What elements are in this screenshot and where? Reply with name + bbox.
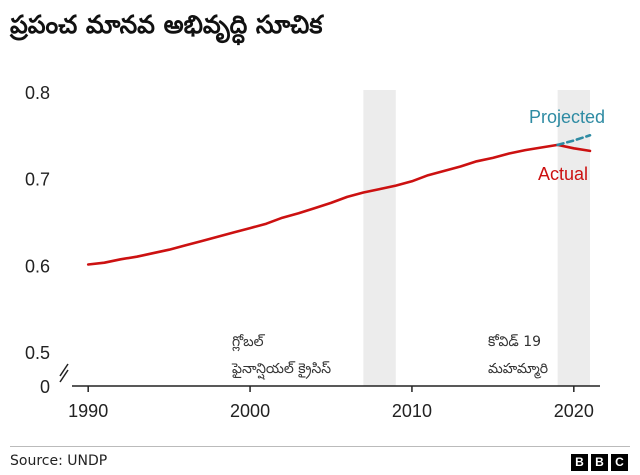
y-tick-label: 0 [40,377,50,397]
chart-area: 0.8 0.7 0.6 0.5 0 1990 2000 2010 2020 గ్లోబల్ ఫైన… [25,83,605,421]
series-lines [86,134,592,266]
axis-break-mark [59,363,69,377]
chart-title: ప్రపంచ మానవ అభివృద్ధి సూచిక [10,10,323,39]
x-tick-label: 1990 [68,401,108,421]
shaded-period-1 [363,90,396,386]
legend-label-projected: Projected [529,107,605,127]
shaded-period-label: ఫైనాన్షియల్ క్రైసిస్ [231,361,331,380]
series-line-actual [86,143,592,266]
axis-break-mark [59,369,69,383]
x-tick-label: 2010 [392,401,432,421]
x-tick-label: 2000 [230,401,270,421]
y-tick-label: 0.6 [25,256,50,276]
shaded-period-label: గ్లోబల్ [232,334,266,352]
shaded-period-2 [557,90,590,386]
series-line-projected [556,134,592,147]
shaded-periods [363,90,590,386]
y-tick-label: 0.8 [25,83,50,103]
source-note: Source: UNDP [10,453,108,469]
footer: Source: UNDP B B C [0,446,640,475]
bbc-logo-letter: B [571,454,588,471]
chart-labels: గ్లోబల్ ఫైనాన్షియల్ క్రైసిస్ కోవిడ్ 19 మహమ్… [231,107,605,380]
y-tick-label: 0.5 [25,343,50,363]
bbc-logo-letter: C [611,454,628,471]
legend-label-actual: Actual [538,164,588,184]
y-tick-label: 0.7 [25,170,50,190]
bbc-logo-letter: B [591,454,608,471]
x-tick-label: 2020 [554,401,594,421]
shaded-period-label: మహమ్మారి [488,361,548,379]
bbc-logo: B B C [571,454,628,471]
footer-divider [10,446,630,447]
axes: 0.8 0.7 0.6 0.5 0 1990 2000 2010 2020 [25,83,600,421]
shaded-period-label: కోవిడ్ 19 [488,334,541,350]
